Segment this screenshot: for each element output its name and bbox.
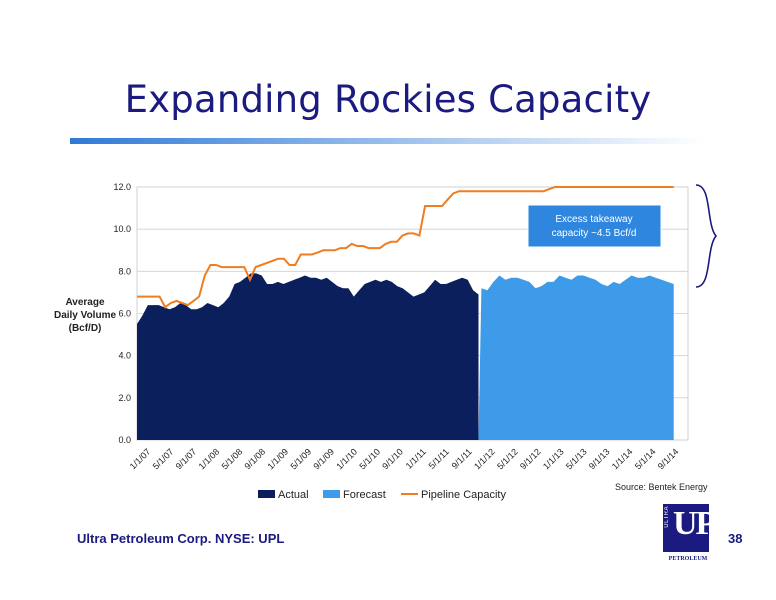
y-tick-label: 4.0 — [118, 351, 131, 361]
x-tick-label: 5/1/07 — [151, 447, 176, 472]
title-underline — [70, 138, 706, 144]
x-tick-label: 9/1/09 — [311, 447, 336, 472]
y-axis-label: Average Daily Volume (Bcf/D) — [44, 296, 126, 335]
y-tick-label: 8.0 — [118, 266, 131, 276]
logo-ultra-text: ULTRA — [664, 506, 670, 528]
logo-petroleum-text: PETROLEUM — [668, 556, 708, 562]
x-tick-label: 1/1/09 — [265, 447, 290, 472]
x-tick-label: 9/1/13 — [587, 447, 612, 472]
y-axis-label-line: Daily Volume — [53, 310, 117, 321]
y-tick-label: 0.0 — [118, 435, 131, 445]
x-tick-label: 1/1/12 — [472, 447, 497, 472]
x-tick-label: 1/1/11 — [404, 447, 428, 471]
footer-company: Ultra Petroleum Corp. NYSE: UPL — [77, 531, 285, 546]
slide-title: Expanding Rockies Capacity — [124, 78, 652, 121]
x-tick-label: 1/1/08 — [197, 447, 222, 472]
callout-text: Excess takeaway — [555, 214, 632, 225]
excess-capacity-callout — [527, 204, 662, 248]
x-tick-label: 5/1/10 — [357, 447, 382, 472]
legend-swatch — [323, 490, 340, 498]
x-tick-label: 9/1/08 — [243, 447, 268, 472]
source-note: Source: Bentek Energy — [615, 482, 708, 492]
y-tick-label: 6.0 — [118, 309, 131, 319]
x-tick-label: 5/1/11 — [427, 447, 451, 471]
logo-up-text: UP — [673, 505, 716, 542]
x-tick-label: 9/1/07 — [174, 447, 199, 472]
y-tick-label: 10.0 — [113, 224, 131, 234]
y-axis-label-line: (Bcf/D) — [68, 323, 102, 334]
x-tick-label: 5/1/08 — [220, 447, 245, 472]
x-tick-label: 5/1/12 — [495, 447, 520, 472]
x-tick-label: 9/1/10 — [380, 447, 405, 472]
legend-label: Forecast — [343, 489, 386, 501]
actual-area — [137, 273, 479, 440]
legend-swatch — [401, 493, 418, 495]
pipeline-capacity-line — [137, 186, 674, 309]
x-tick-label: 1/1/10 — [334, 447, 359, 472]
x-tick-label: 9/1/14 — [656, 447, 681, 472]
forecast-area — [478, 275, 674, 440]
brace-icon — [695, 184, 718, 288]
x-tick-label: 1/1/14 — [610, 447, 635, 472]
x-tick-label: 1/1/07 — [128, 447, 153, 472]
y-tick-label: 2.0 — [118, 393, 131, 403]
legend-swatch — [258, 490, 275, 498]
x-tick-label: 5/1/14 — [633, 447, 658, 472]
y-tick-label: 12.0 — [113, 182, 131, 192]
x-tick-label: 9/1/11 — [450, 447, 474, 471]
legend-label: Actual — [278, 489, 309, 501]
x-tick-label: 9/1/12 — [518, 447, 543, 472]
y-axis-label-line: Average — [65, 297, 105, 308]
x-tick-label: 5/1/09 — [288, 447, 313, 472]
x-tick-label: 1/1/13 — [541, 447, 566, 472]
ultra-petroleum-logo: ULTRA UP PETROLEUM — [663, 504, 716, 562]
callout-text: capacity ~4.5 Bcf/d — [552, 228, 637, 239]
x-tick-label: 5/1/13 — [564, 447, 589, 472]
page-number: 38 — [728, 531, 743, 546]
legend-label: Pipeline Capacity — [421, 489, 506, 501]
